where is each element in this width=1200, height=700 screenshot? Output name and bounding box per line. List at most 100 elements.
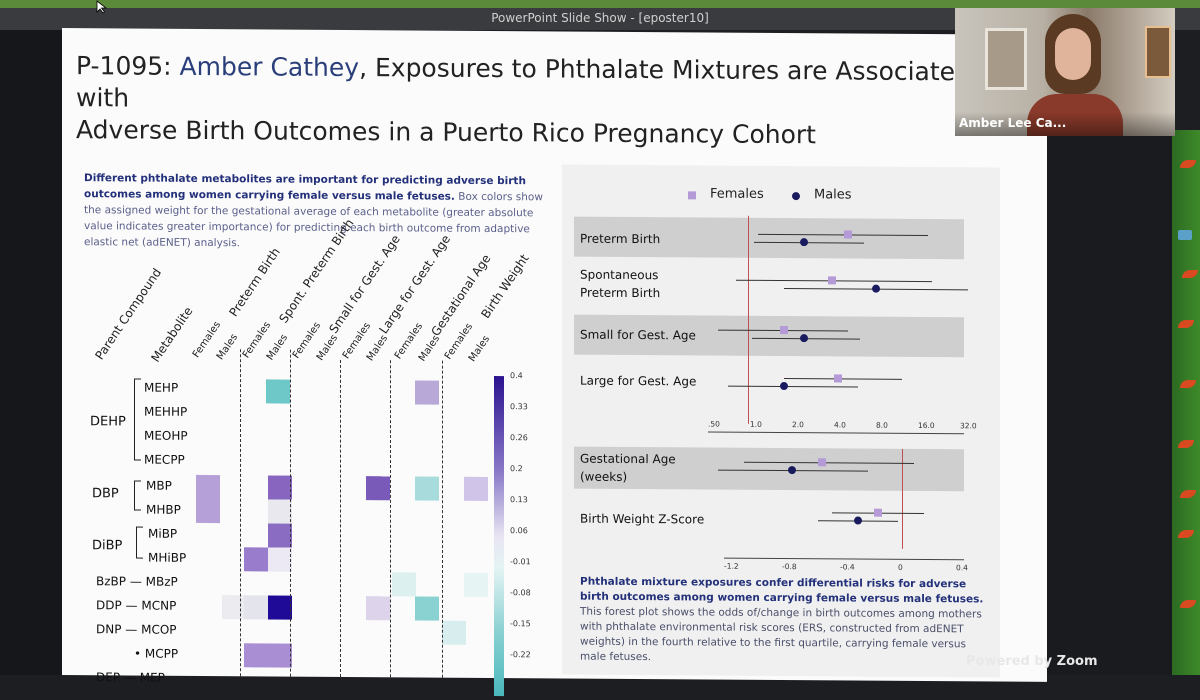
- x-tick-beta: -0.8: [782, 562, 797, 572]
- parent-row-mcpp: • MCPP: [134, 647, 178, 661]
- colorbar-tick: 0.2: [510, 464, 523, 474]
- colorbar: [494, 376, 504, 697]
- parent-row-dep: DEP — MEP: [96, 670, 165, 684]
- estimate-female: [844, 230, 852, 239]
- estimate-male: [788, 466, 796, 475]
- window-title: PowerPoint Slide Show - [eposter10]: [491, 11, 709, 25]
- video-thumbnail[interactable]: Amber Lee Ca...: [955, 8, 1175, 136]
- heatmap-cell: [196, 474, 220, 524]
- desktop-wallpaper-edge: [1172, 130, 1200, 675]
- legend-female-icon: [688, 191, 696, 200]
- heatmap-cell: [392, 572, 416, 597]
- metabolite-label: MEOHP: [144, 428, 188, 443]
- estimate-female: [780, 326, 788, 335]
- wallpaper-leaf: [1182, 270, 1198, 278]
- video-person-face: [1055, 28, 1091, 80]
- estimate-male: [780, 382, 788, 391]
- estimate-male: [872, 284, 880, 293]
- column-divider: [240, 349, 241, 677]
- colorbar-tick: 0.06: [510, 526, 528, 536]
- video-overlay: [955, 112, 1175, 136]
- heatmap-cell: [268, 523, 292, 548]
- x-tick-or: 16.0: [918, 420, 935, 431]
- zoom-watermark: Powered by Zoom: [966, 654, 1098, 669]
- heatmap-cell: [268, 499, 292, 524]
- estimate-male: [854, 516, 862, 525]
- x-tick-or: 32.0: [960, 421, 977, 431]
- heatmap-cell: [366, 596, 390, 621]
- poster-id: P-1095:: [76, 51, 172, 81]
- sex-column-header: Males: [214, 332, 241, 363]
- parent-label: BzBP: [96, 574, 126, 589]
- sex-column-header: Males: [364, 333, 391, 364]
- heatmap-cell: [266, 379, 290, 404]
- slide-title: P-1095: Amber Cathey, Exposures to Phtha…: [76, 50, 976, 152]
- metabolite-label: MEHHP: [144, 404, 188, 419]
- column-divider: [390, 360, 391, 678]
- heatmap-cell: [464, 476, 488, 501]
- conclusion-bold: Phthalate mixture exposures confer diffe…: [580, 575, 984, 606]
- parent-label: DEP: [96, 670, 121, 685]
- sex-column-header: Males: [314, 332, 341, 363]
- estimate-male: [800, 238, 808, 247]
- dash-connector: —: [125, 622, 138, 637]
- estimate-female: [828, 276, 836, 285]
- presentation-slide: P-1095: Amber Cathey, Exposures to Phtha…: [62, 28, 1047, 697]
- x-axis-or: [708, 431, 964, 435]
- wallpaper-leaf: [1178, 530, 1194, 538]
- colorbar-tick: -0.01: [510, 557, 531, 567]
- title-line-2: Adverse Birth Outcomes in a Puerto Rico …: [76, 115, 816, 150]
- forest-row-label: Large for Gest. Age: [580, 373, 697, 389]
- forest-row-label-line2: Preterm Birth: [580, 285, 661, 301]
- wallpaper-leaf: [1178, 230, 1192, 240]
- x-axis-beta: [724, 557, 964, 561]
- x-tick-or: 8.0: [876, 420, 888, 430]
- legend-males: Males: [814, 187, 852, 203]
- dash-connector: —: [123, 670, 136, 685]
- metabolite-label: MHiBP: [148, 550, 187, 565]
- metabolite-label: MBP: [146, 478, 172, 493]
- heatmap-cell: [268, 547, 292, 572]
- x-tick-beta: -1.2: [724, 561, 739, 571]
- column-header-metabolite: Metabolite: [148, 304, 196, 365]
- colorbar-tick: -0.08: [510, 588, 531, 598]
- column-divider: [340, 359, 341, 677]
- metabolite-label: MiBP: [148, 526, 178, 541]
- x-tick-or: .50: [708, 419, 720, 429]
- forest-row-label: Birth Weight Z-Score: [580, 511, 705, 527]
- estimate-female: [874, 508, 882, 517]
- mouse-cursor-icon: [96, 0, 108, 14]
- heatmap-description: Different phthalate metabolites are impo…: [84, 170, 550, 253]
- metabolite-label: MHBP: [146, 502, 181, 517]
- dash-connector: —: [129, 574, 142, 589]
- heatmap-cell: [244, 595, 268, 620]
- ci-female: [784, 378, 902, 380]
- video-painting: [1145, 26, 1171, 78]
- outcome-header: Preterm Birth: [226, 245, 283, 320]
- metabolite-label: MECPP: [144, 452, 185, 467]
- metabolite-label: MEHP: [144, 380, 179, 395]
- metabolite-label: MEP: [139, 670, 165, 685]
- video-person-shirt: [1027, 94, 1123, 136]
- estimate-female: [818, 458, 826, 467]
- conclusion-text: This forest plot shows the odds of/chang…: [580, 605, 982, 664]
- group-bracket: [134, 480, 141, 511]
- x-tick-beta: -0.4: [840, 562, 855, 572]
- sex-column-header: Males: [264, 332, 291, 363]
- colorbar-tick: -0.22: [510, 650, 531, 660]
- heatmap-cell: [244, 643, 292, 668]
- parent-label: DBP: [92, 486, 119, 502]
- desktop-top-strip: [0, 0, 1200, 8]
- legend-females: Females: [710, 186, 764, 202]
- colorbar-tick: 0.4: [510, 371, 523, 381]
- dash-connector: —: [125, 598, 138, 613]
- parent-label: DiBP: [92, 538, 123, 554]
- parent-row-bzbp: BzBP — MBzP: [96, 574, 178, 589]
- heatmap-cell: [415, 380, 439, 405]
- parent-label: DEHP: [90, 414, 126, 430]
- heatmap-cell: [268, 475, 292, 500]
- window-titlebar: PowerPoint Slide Show - [eposter10]: [0, 8, 1200, 30]
- metabolite-label: MCNP: [141, 598, 177, 613]
- wallpaper-leaf: [1180, 380, 1196, 388]
- screen-left-margin: [0, 30, 66, 675]
